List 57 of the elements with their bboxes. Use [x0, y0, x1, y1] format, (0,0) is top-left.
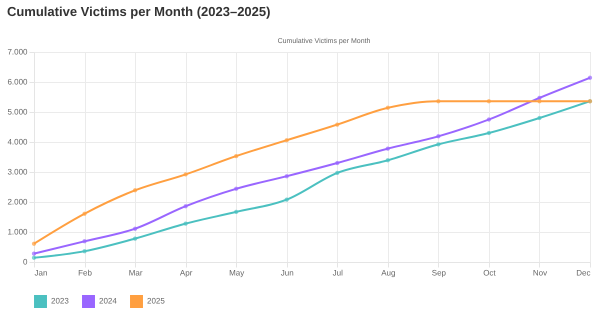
legend-label: 2023: [51, 296, 70, 306]
point: [537, 116, 542, 120]
x-tick-label: Jan: [34, 268, 48, 278]
x-tick-label: Sep: [432, 268, 447, 278]
point: [486, 117, 492, 122]
point: [386, 106, 390, 110]
point: [184, 221, 188, 226]
point: [132, 226, 138, 231]
y-tick-label: 5.000: [7, 108, 28, 116]
point: [82, 239, 87, 244]
x-tick-label: Jul: [332, 268, 344, 278]
point: [82, 249, 87, 254]
point: [284, 197, 289, 202]
y-tick-label: 7.000: [7, 48, 28, 56]
point: [234, 210, 238, 214]
x-tick-label: Mar: [128, 268, 143, 278]
point: [436, 134, 440, 138]
point: [284, 138, 289, 142]
point: [386, 146, 390, 151]
point: [284, 174, 289, 178]
point: [537, 99, 542, 104]
point: [436, 99, 440, 104]
point: [234, 154, 238, 158]
point: [335, 170, 340, 176]
x-tick-label: Apr: [180, 268, 193, 278]
x-tick-label: Nov: [532, 268, 548, 278]
x-tick-label: Feb: [78, 268, 92, 278]
y-tick-label: 4.000: [7, 138, 28, 146]
point: [132, 236, 138, 241]
point: [184, 172, 188, 177]
chart-title: Cumulative Victims per Month (2023–2025): [6, 4, 270, 19]
x-tick-label: Jun: [280, 268, 294, 278]
y-tick-label: 2.000: [7, 198, 28, 206]
point: [82, 212, 87, 216]
x-tick-label: Dec: [576, 268, 590, 278]
point: [132, 188, 138, 192]
y-tick-label: 6.000: [7, 78, 28, 86]
point: [32, 256, 36, 260]
y-tick-label: 3.000: [7, 168, 28, 176]
y-tick-label: 1.000: [7, 228, 28, 236]
point: [335, 160, 340, 166]
point: [588, 76, 592, 80]
point: [184, 204, 188, 208]
point: [386, 158, 390, 162]
legend-label: 2024: [99, 296, 118, 306]
point: [234, 186, 238, 191]
x-tick-label: May: [229, 268, 244, 278]
point: [32, 242, 36, 246]
point: [335, 122, 340, 127]
point: [486, 130, 492, 136]
x-tick-label: Aug: [381, 268, 396, 278]
point: [436, 142, 440, 147]
point: [32, 251, 36, 256]
point: [486, 99, 492, 104]
y-tick-label: 0: [23, 258, 28, 266]
legend-label: 2025: [147, 296, 166, 306]
x-tick-label: Oct: [483, 268, 496, 278]
